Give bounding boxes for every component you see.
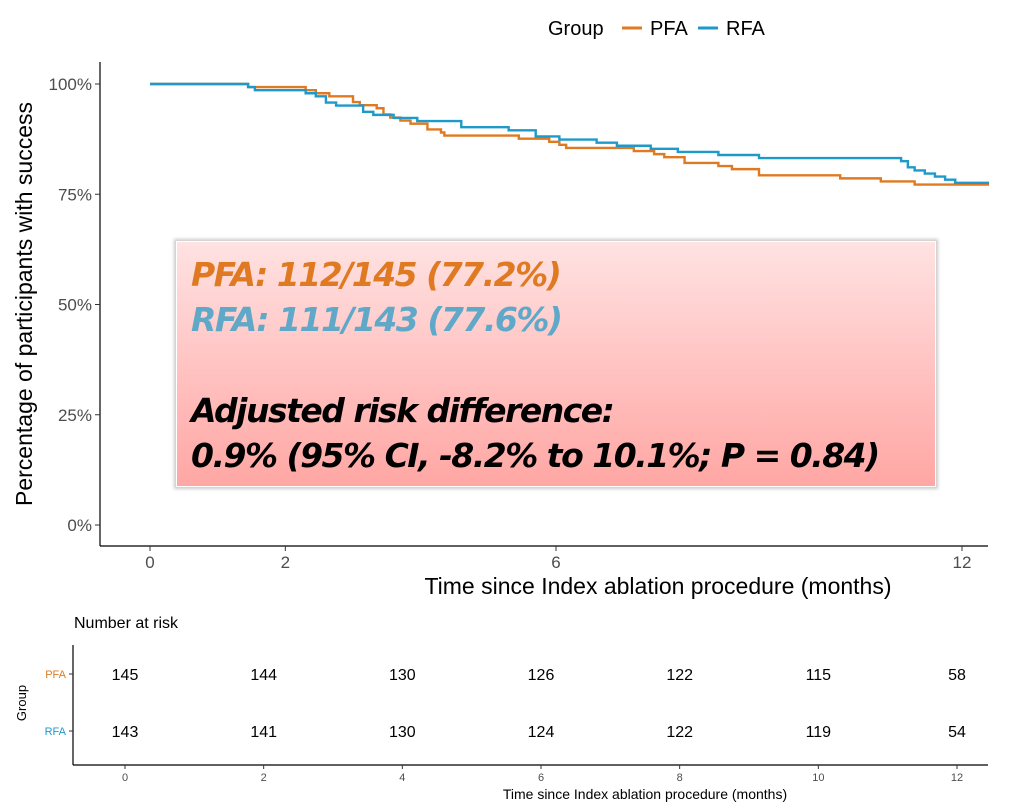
risk-table-title: Number at risk bbox=[74, 615, 179, 632]
km-curve-pfa bbox=[150, 82, 990, 186]
risk-value-rfa: 141 bbox=[250, 724, 277, 741]
results-annotation-box: PFA: 112/145 (77.2%) RFA: 111/143 (77.6%… bbox=[176, 241, 936, 487]
risk-row-label-pfa: PFA bbox=[45, 669, 66, 681]
y-tick-label: 0% bbox=[67, 516, 92, 535]
risk-table-x-title: Time since Index ablation procedure (mon… bbox=[503, 786, 787, 802]
risk-value-rfa: 122 bbox=[666, 724, 693, 741]
risk-x-tick-label: 10 bbox=[812, 772, 824, 784]
risk-x-tick-label: 0 bbox=[122, 772, 128, 784]
risk-value-pfa: 145 bbox=[112, 667, 139, 684]
risk-value-pfa: 115 bbox=[806, 667, 832, 684]
y-tick-label: 100% bbox=[49, 75, 92, 94]
risk-value-rfa: 143 bbox=[112, 724, 139, 741]
y-tick-label: 25% bbox=[58, 406, 92, 425]
x-tick-label: 0 bbox=[145, 553, 154, 572]
risk-value-pfa: 144 bbox=[250, 667, 277, 684]
adjusted-risk-label: Adjusted risk difference: bbox=[191, 391, 615, 430]
risk-value-rfa: 130 bbox=[389, 724, 416, 741]
risk-x-tick-label: 6 bbox=[538, 772, 544, 784]
y-axis-title: Percentage of participants with success bbox=[11, 102, 37, 506]
risk-x-tick-label: 12 bbox=[951, 772, 963, 784]
adjusted-risk-value: 0.9% (95% CI, -8.2% to 10.1%; P = 0.84) bbox=[191, 436, 880, 475]
legend-title: Group bbox=[548, 18, 604, 40]
legend-label-pfa: PFA bbox=[650, 18, 688, 40]
rfa-result-text: RFA: 111/143 (77.6%) bbox=[191, 300, 563, 339]
risk-x-tick-label: 2 bbox=[261, 772, 267, 784]
x-tick-label: 12 bbox=[953, 553, 972, 572]
x-tick-label: 2 bbox=[281, 553, 290, 572]
risk-value-pfa: 58 bbox=[948, 667, 966, 684]
y-tick-label: 75% bbox=[58, 185, 92, 204]
km-curve-rfa bbox=[150, 82, 990, 184]
kaplan-meier-chart: Group PFA RFA 0% 25% 50% 75% 100% 0 2 6 12 Time sinc… bbox=[11, 18, 990, 599]
risk-x-tick-label: 8 bbox=[677, 772, 683, 784]
risk-table-y-title: Group bbox=[14, 685, 29, 721]
risk-row-label-rfa: RFA bbox=[45, 726, 67, 738]
risk-value-pfa: 126 bbox=[528, 667, 555, 684]
risk-value-pfa: 122 bbox=[666, 667, 693, 684]
x-tick-label: 6 bbox=[551, 553, 560, 572]
risk-value-rfa: 54 bbox=[948, 724, 966, 741]
legend-label-rfa: RFA bbox=[726, 18, 766, 40]
pfa-result-text: PFA: 112/145 (77.2%) bbox=[191, 255, 562, 294]
risk-value-pfa: 130 bbox=[389, 667, 416, 684]
risk-value-rfa: 119 bbox=[806, 724, 832, 741]
x-axis-title: Time since Index ablation procedure (mon… bbox=[424, 573, 891, 599]
risk-value-rfa: 124 bbox=[528, 724, 555, 741]
risk-x-tick-label: 4 bbox=[399, 772, 405, 784]
y-tick-label: 50% bbox=[58, 296, 92, 315]
